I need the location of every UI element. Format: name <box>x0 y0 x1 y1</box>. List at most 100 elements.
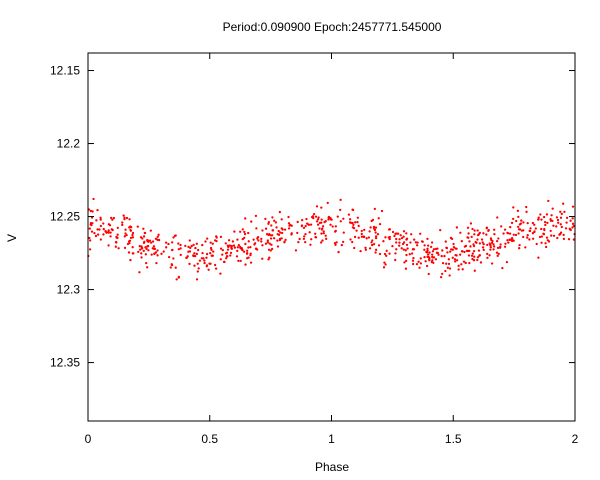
data-point <box>380 209 384 213</box>
data-point <box>378 223 382 226</box>
data-point <box>132 252 135 255</box>
data-point <box>552 224 555 227</box>
data-point <box>533 223 536 226</box>
data-point <box>405 253 408 257</box>
data-point <box>267 221 270 224</box>
data-point <box>269 249 272 252</box>
data-point <box>301 219 304 222</box>
data-point <box>520 219 523 222</box>
data-point <box>353 246 356 250</box>
data-point <box>512 206 515 209</box>
data-point <box>99 224 103 228</box>
data-point <box>261 257 264 260</box>
data-point <box>370 243 374 247</box>
data-point <box>241 237 244 241</box>
data-point <box>447 258 450 261</box>
data-point <box>571 205 575 208</box>
data-point <box>436 251 440 255</box>
data-point <box>455 254 458 257</box>
data-point <box>471 227 474 231</box>
data-point <box>493 245 496 248</box>
data-point <box>529 227 532 230</box>
x-axis-ticks: 0 0.5 1 1.5 2 <box>85 53 579 446</box>
data-point <box>280 227 283 230</box>
data-point <box>302 226 306 230</box>
data-point <box>333 230 337 233</box>
data-point <box>476 229 479 232</box>
data-point <box>560 225 563 229</box>
data-point <box>398 244 401 247</box>
data-point <box>373 207 376 211</box>
data-point <box>374 226 378 229</box>
data-point <box>243 230 246 234</box>
data-point <box>266 241 270 244</box>
data-point <box>478 253 481 257</box>
data-point <box>278 210 282 214</box>
data-point <box>184 244 187 248</box>
data-point <box>91 210 94 213</box>
data-point <box>519 222 523 225</box>
data-point <box>384 263 387 266</box>
data-point <box>156 235 159 239</box>
data-point <box>571 217 574 220</box>
data-point <box>167 255 171 259</box>
data-point <box>510 239 514 243</box>
data-point <box>287 222 291 225</box>
data-point <box>496 254 499 258</box>
data-point <box>419 262 423 265</box>
data-point <box>162 250 165 253</box>
data-point <box>269 237 273 240</box>
data-point <box>114 245 117 248</box>
data-point <box>540 218 543 221</box>
data-point <box>270 243 273 246</box>
data-point <box>261 244 264 247</box>
data-point <box>449 250 452 253</box>
data-point <box>239 230 242 233</box>
data-point <box>244 242 247 246</box>
data-point <box>246 249 249 252</box>
data-point <box>504 242 507 245</box>
data-point <box>192 243 195 247</box>
data-point <box>496 216 499 219</box>
data-point <box>524 246 527 249</box>
data-point <box>143 231 146 235</box>
data-point <box>160 252 163 255</box>
data-point <box>431 259 434 262</box>
data-point <box>335 241 338 244</box>
data-point <box>143 240 146 243</box>
data-point <box>395 237 398 241</box>
data-point <box>239 259 242 263</box>
data-point <box>188 250 192 253</box>
data-point <box>362 235 366 238</box>
data-point <box>348 218 352 221</box>
data-point <box>508 232 512 235</box>
data-point <box>151 240 155 243</box>
data-point <box>455 226 459 229</box>
data-point <box>357 236 360 239</box>
data-point <box>502 232 505 235</box>
data-point <box>197 267 200 270</box>
data-point <box>296 231 299 235</box>
data-point <box>396 232 400 235</box>
data-point <box>312 216 315 220</box>
data-point <box>459 231 462 234</box>
data-point <box>497 252 500 256</box>
data-point <box>283 240 286 243</box>
data-point <box>475 241 478 244</box>
data-point <box>250 220 253 223</box>
data-point <box>352 223 355 227</box>
y-tick-label: 12.25 <box>50 210 80 224</box>
data-point <box>129 236 133 239</box>
data-point <box>252 238 255 241</box>
data-point <box>525 210 528 213</box>
data-point <box>556 236 559 240</box>
data-point <box>172 257 175 260</box>
data-point <box>446 266 450 269</box>
data-point <box>473 229 476 232</box>
data-point <box>244 217 247 220</box>
data-point <box>559 210 562 213</box>
data-point <box>219 272 222 275</box>
data-point <box>231 240 235 243</box>
data-point <box>111 228 114 232</box>
data-point <box>308 231 311 234</box>
